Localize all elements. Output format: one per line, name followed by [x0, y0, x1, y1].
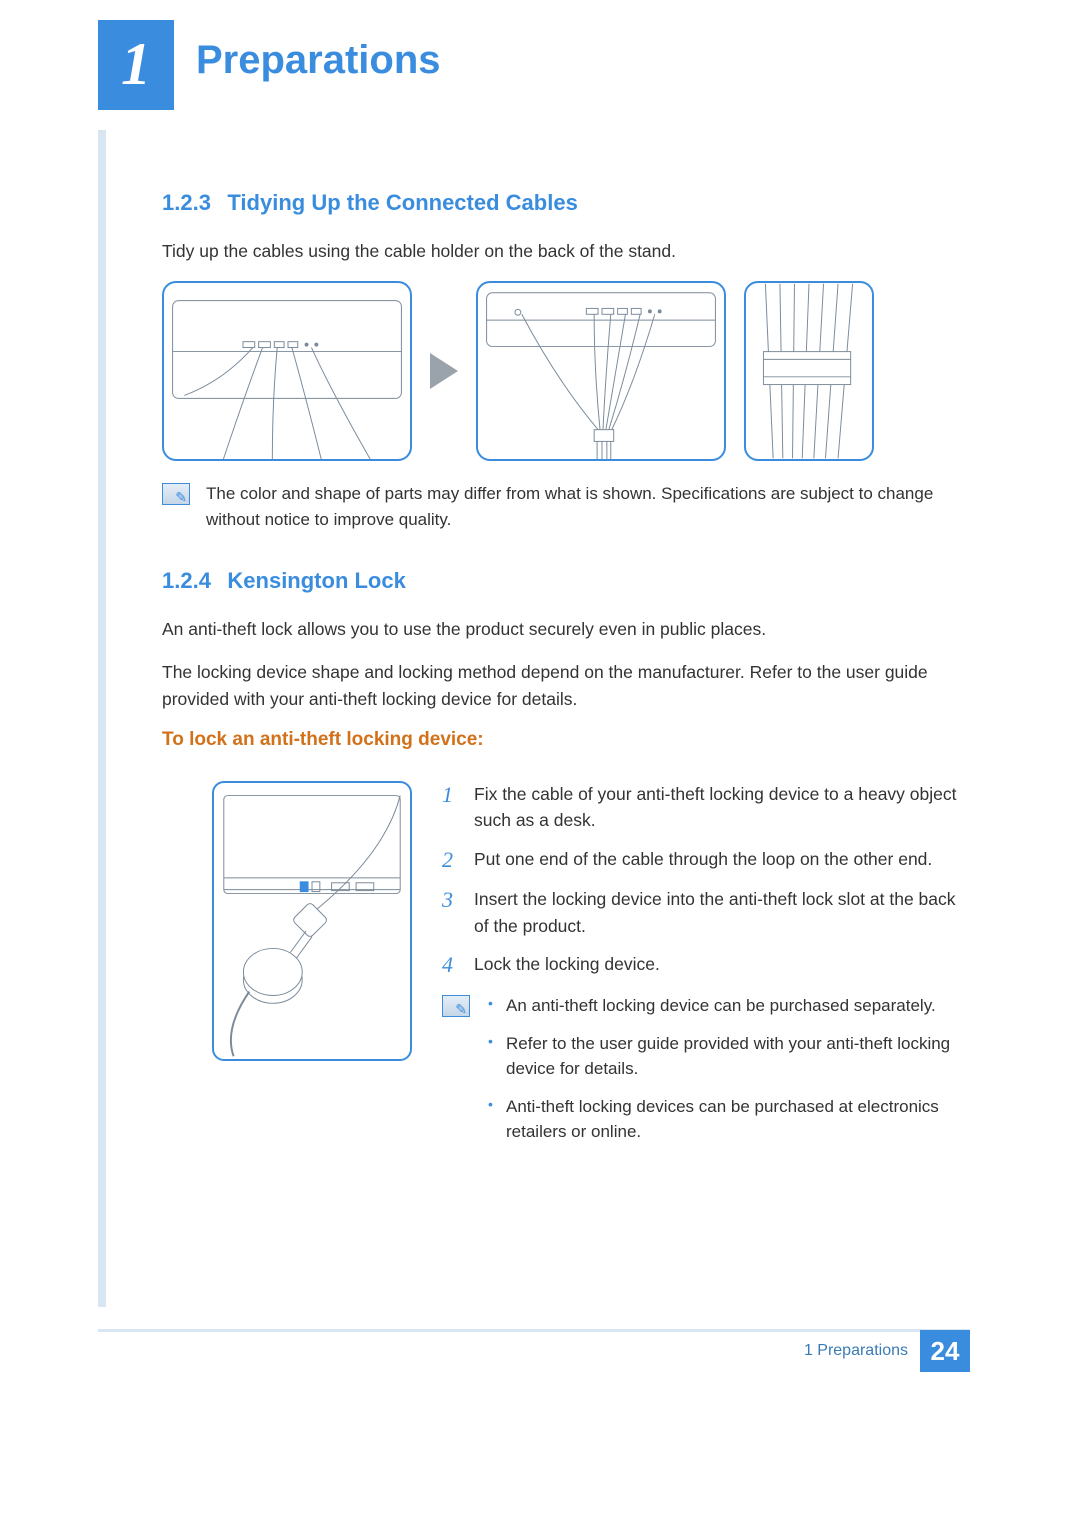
section-number: 1.2.3: [162, 190, 211, 215]
note-icon: [442, 995, 470, 1017]
arrow-right-icon: [430, 353, 458, 389]
section-title: Tidying Up the Connected Cables: [227, 190, 577, 215]
steps-list: 1 Fix the cable of your anti-theft locki…: [442, 781, 970, 1157]
step-number: 1: [442, 781, 460, 834]
note-bullet-list: An anti-theft locking device can be purc…: [484, 993, 970, 1157]
note-text-1: The color and shape of parts may differ …: [206, 481, 970, 534]
step-text: Put one end of the cable through the loo…: [474, 846, 932, 875]
step-text: Fix the cable of your anti-theft locking…: [474, 781, 970, 834]
diagram-after: [476, 281, 726, 461]
cable-diagram-row: [162, 281, 970, 461]
step-number: 4: [442, 951, 460, 980]
section-title: Kensington Lock: [227, 568, 405, 593]
page-footer: 1 Preparations 24: [804, 1330, 970, 1372]
page-content: 1.2.3 Tidying Up the Connected Cables Ti…: [162, 190, 970, 1157]
step-number: 3: [442, 886, 460, 939]
note-bullet: Anti-theft locking devices can be purcha…: [484, 1094, 970, 1145]
section1-intro: Tidy up the cables using the cable holde…: [162, 238, 970, 265]
sub-note-block: An anti-theft locking device can be purc…: [442, 993, 970, 1157]
step-text: Lock the locking device.: [474, 951, 660, 980]
lock-diagram: [212, 781, 412, 1061]
step-item: 4 Lock the locking device.: [442, 951, 970, 980]
footer-text: 1 Preparations: [804, 1342, 908, 1360]
section2-para1: An anti-theft lock allows you to use the…: [162, 616, 970, 643]
chapter-number: 1: [121, 30, 151, 99]
diagram-zoom: [744, 281, 874, 461]
note-bullet: Refer to the user guide provided with yo…: [484, 1031, 970, 1082]
section-heading-1: 1.2.3 Tidying Up the Connected Cables: [162, 190, 970, 216]
chapter-tab: 1: [98, 20, 174, 110]
chapter-title: Preparations: [196, 38, 441, 83]
side-stripe: [98, 130, 106, 1307]
note-row-1: The color and shape of parts may differ …: [162, 481, 970, 534]
step-text: Insert the locking device into the anti-…: [474, 886, 970, 939]
note-bullet: An anti-theft locking device can be purc…: [484, 993, 970, 1019]
step-item: 1 Fix the cable of your anti-theft locki…: [442, 781, 970, 834]
sub-heading: To lock an anti-theft locking device:: [162, 729, 970, 751]
step-item: 2 Put one end of the cable through the l…: [442, 846, 970, 875]
section-number: 1.2.4: [162, 568, 211, 593]
lock-instructions: 1 Fix the cable of your anti-theft locki…: [162, 781, 970, 1157]
diagram-before: [162, 281, 412, 461]
page-number: 24: [920, 1330, 970, 1372]
note-icon: [162, 483, 190, 505]
section2-para2: The locking device shape and locking met…: [162, 659, 970, 713]
step-item: 3 Insert the locking device into the ant…: [442, 886, 970, 939]
step-number: 2: [442, 846, 460, 875]
section-heading-2: 1.2.4 Kensington Lock: [162, 568, 970, 594]
